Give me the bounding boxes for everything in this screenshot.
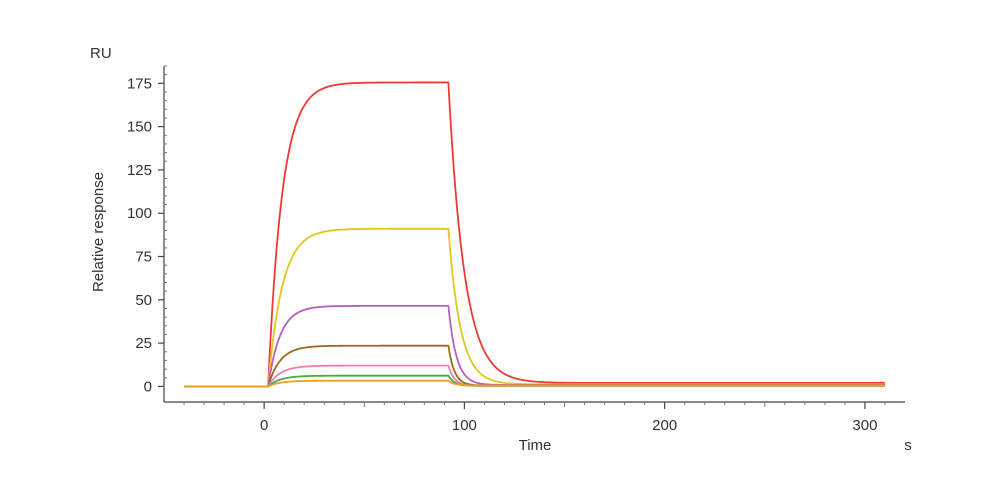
y-tick-label: 0 [144,378,152,395]
y-unit-label: RU [90,45,112,62]
y-tick-label: 50 [135,292,152,309]
y-tick-label: 100 [127,205,152,222]
series-line-4 [184,344,885,388]
x-tick-label: 0 [260,417,268,434]
series-line-1 [184,81,885,388]
y-tick-label: 75 [135,249,152,266]
series-line-2 [184,227,885,388]
y-axis-label: Relative response [90,172,107,292]
x-tick-label: 300 [852,417,877,434]
x-axis-label: Time [519,437,552,454]
axes: 0 25 50 75 100 125 150 175 0 100 200 300 [127,65,905,434]
x-unit-label: s [904,437,912,454]
y-tick-label: 125 [127,162,152,179]
x-tick-label: 200 [652,417,677,434]
y-tick-label: 150 [127,119,152,136]
series-line-3 [184,304,885,388]
series-line-7 [184,379,885,388]
series-layer [184,81,885,388]
y-tick-label: 175 [127,75,152,92]
x-tick-label: 100 [452,417,477,434]
y-tick-label: 25 [135,335,152,352]
